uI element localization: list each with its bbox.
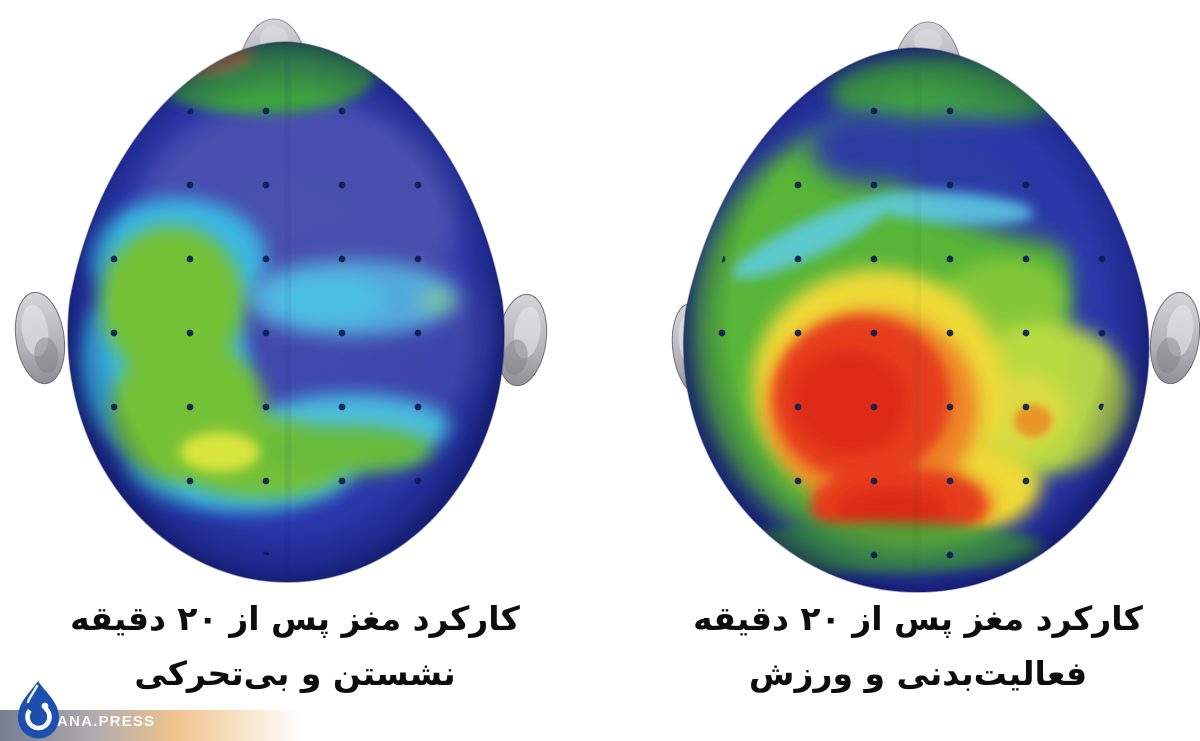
caption-exercise: کارکرد مغز پس از ۲۰ دقیقه فعالیت‌بدنی و … [648,591,1188,701]
caption-line-1: کارکرد مغز پس از ۲۰ دقیقه [70,599,520,638]
head-rim-shading [683,48,1149,592]
caption-line-2: نشستن و بی‌تحرکی [134,654,456,693]
ana-press-logo-icon [17,681,60,739]
caption-sedentary: کارکرد مغز پس از ۲۰ دقیقه نشستن و بی‌تحر… [25,591,565,701]
ear-right [1149,291,1200,385]
watermark-brand-text: ANA.PRESS [57,713,156,730]
ear-right [496,293,548,387]
ear-left [14,291,66,385]
caption-line-2: فعالیت‌بدنی و ورزش [748,654,1088,693]
caption-line-1: کارکرد مغز پس از ۲۰ دقیقه [693,599,1143,638]
brain-map-exercise [671,21,1200,593]
brain-map-sedentary [14,18,548,583]
head-rim-shading [67,42,505,582]
